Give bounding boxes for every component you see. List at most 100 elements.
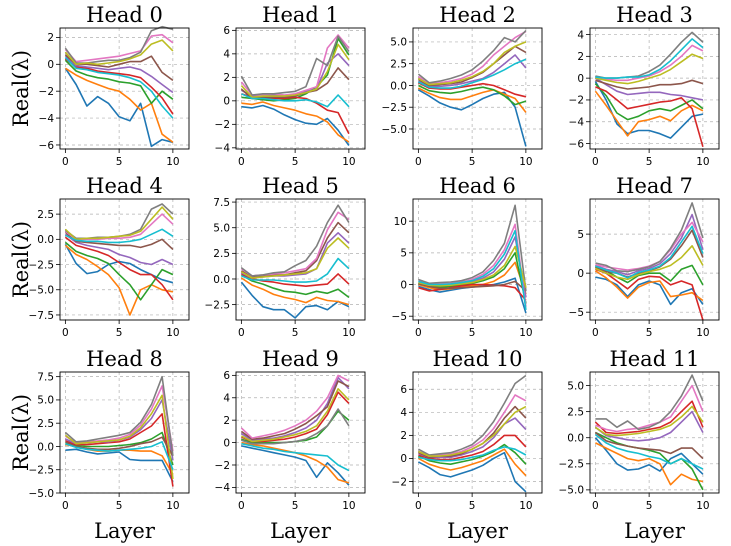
plot-frame — [235, 198, 366, 321]
y-tick-label: 5 — [400, 248, 407, 260]
x-tick-label: 0 — [62, 327, 69, 339]
series-line-6 — [64, 54, 174, 82]
plot-frame — [59, 198, 190, 321]
panel-title: Head 7 — [616, 174, 693, 198]
x-tick-label: 5 — [116, 327, 123, 339]
plot-frame — [589, 198, 720, 321]
series-line-5 — [418, 54, 527, 88]
series-line-1 — [241, 104, 350, 146]
series-line-10 — [418, 58, 527, 89]
series-line-10 — [595, 225, 704, 279]
y-tick-label: 2.5 — [567, 406, 584, 418]
y-tick-label: 4 — [223, 49, 230, 61]
series-line-8 — [595, 202, 704, 273]
x-tick-label: 5 — [292, 156, 299, 168]
x-tick-label: 0 — [238, 156, 245, 168]
series-line-5 — [64, 233, 174, 266]
y-tick-label: 7.5 — [213, 197, 230, 209]
series-line-2 — [418, 87, 527, 113]
series-line-9 — [418, 405, 527, 457]
series-line-7 — [64, 385, 174, 452]
y-tick-label: 4 — [223, 393, 230, 405]
series-line-7 — [240, 374, 350, 439]
series-line-2 — [241, 101, 350, 143]
y-tick-label: 0 — [400, 279, 407, 291]
series-line-10 — [595, 38, 704, 79]
y-tick-label: −2 — [392, 476, 407, 488]
y-tick-label: −4 — [39, 113, 55, 125]
series-line-8 — [240, 35, 350, 96]
plot-frame — [412, 27, 543, 150]
y-tick-label: 2.5 — [37, 418, 54, 430]
x-tick-label: 0 — [592, 156, 599, 168]
y-tick-label: 0 — [577, 268, 584, 280]
y-tick-label: 2.5 — [37, 209, 54, 221]
series-line-6 — [241, 221, 350, 278]
panel-head-1: 0 5 10 6 4 2 0 −2 −4 Head 1 — [215, 3, 366, 168]
x-tick-label: 5 — [116, 500, 123, 512]
panel-title: Head 10 — [432, 347, 522, 371]
y-tick-label: −4 — [215, 143, 231, 155]
y-tick-label: −2.5 — [559, 459, 585, 471]
x-tick-label: 10 — [342, 156, 355, 168]
series-line-6 — [594, 431, 704, 460]
series-line-6 — [418, 45, 527, 87]
x-tick-label: 5 — [116, 156, 123, 168]
y-tick-label: −5.0 — [382, 124, 408, 136]
x-axis-label: Layer — [624, 519, 686, 543]
y-tick-label: 0.0 — [37, 441, 54, 453]
series-line-5 — [418, 417, 527, 459]
series-line-6 — [595, 79, 704, 90]
series-line-5 — [594, 410, 704, 442]
series-line-1 — [64, 67, 174, 148]
y-tick-label: −6 — [39, 140, 55, 152]
x-tick-label: 10 — [166, 156, 179, 168]
series-line-5 — [594, 77, 704, 101]
plot-frame — [589, 371, 720, 494]
plot-frame — [59, 27, 190, 150]
plot-frame — [235, 27, 366, 150]
series-line-1 — [240, 281, 350, 319]
series-line-3 — [594, 83, 704, 121]
x-tick-label: 5 — [469, 156, 476, 168]
panel-title: Head 6 — [439, 174, 516, 198]
y-tick-label: −5.0 — [29, 488, 55, 500]
x-tick-label: 10 — [519, 156, 532, 168]
series-line-7 — [64, 33, 174, 63]
y-tick-label: 6 — [223, 25, 230, 37]
x-tick-label: 5 — [646, 156, 653, 168]
plot-frame — [235, 371, 366, 494]
series-line-10 — [418, 446, 527, 462]
panel-title: Head 3 — [616, 3, 693, 27]
x-tick-label: 10 — [166, 500, 179, 512]
y-tick-label: −4 — [569, 117, 585, 129]
panel-head-9: 0 5 10 6 4 2 0 −2 −4 Head 9 Layer — [215, 347, 366, 543]
y-tick-label: 5.0 — [213, 223, 230, 235]
series-line-9 — [241, 387, 350, 443]
y-axis-label: Real(λ) — [9, 50, 33, 127]
x-axis-label: Layer — [447, 519, 509, 543]
series-line-1 — [418, 89, 527, 147]
panel-head-11: 0 5 10 5.0 2.5 0.0 −2.5 −5.0 Head 11 Layer — [559, 347, 720, 543]
y-axis-label: Real(λ) — [9, 221, 33, 298]
panel-title: Head 2 — [439, 3, 516, 27]
series-line-3 — [64, 59, 174, 105]
y-tick-label: −2.5 — [29, 259, 55, 271]
series-line-3 — [64, 241, 174, 301]
x-tick-label: 0 — [415, 327, 422, 339]
series-line-9 — [240, 237, 350, 279]
y-tick-label: 2 — [223, 415, 230, 427]
series-line-4 — [595, 86, 704, 148]
series-line-4 — [65, 413, 174, 487]
x-tick-label: 0 — [238, 327, 245, 339]
series-line-1 — [241, 445, 350, 486]
y-tick-label: −2 — [39, 86, 54, 98]
x-tick-label: 10 — [696, 156, 709, 168]
series-line-10 — [241, 442, 350, 472]
y-tick-label: −2 — [569, 95, 584, 107]
series-line-1 — [65, 448, 174, 483]
series-line-2 — [594, 270, 704, 302]
series-line-9 — [595, 245, 704, 281]
panel-head-10: 0 5 10 6 4 2 0 −2 Head 10 Layer — [392, 347, 543, 543]
series-line-8 — [595, 374, 704, 431]
